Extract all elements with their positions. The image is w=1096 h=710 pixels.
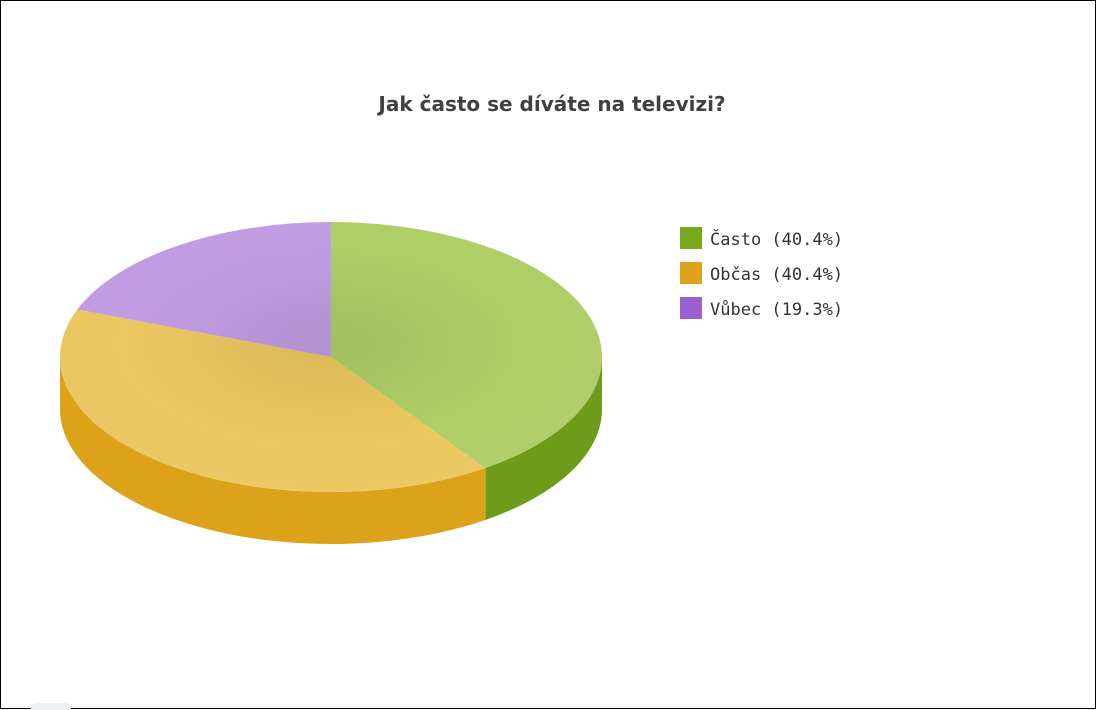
legend-label-občas: Občas (40.4%) bbox=[710, 265, 843, 285]
legend-swatch-občas bbox=[680, 262, 702, 284]
pie-sides bbox=[60, 357, 602, 545]
legend-swatch-často bbox=[680, 227, 702, 249]
pie-side-občas bbox=[60, 357, 486, 545]
legend-swatch-vůbec bbox=[680, 297, 702, 319]
pie-side-často bbox=[485, 357, 602, 520]
legend-label-vůbec: Vůbec (19.3%) bbox=[710, 299, 843, 320]
corner-logo bbox=[31, 703, 71, 710]
chart-title: Jak často se díváte na televizi? bbox=[376, 92, 725, 116]
chart-legend: Často (40.4%) Občas (40.4%) Vůbec (19.3%) bbox=[680, 227, 843, 320]
pie-shading bbox=[60, 222, 602, 492]
legend-label-často: Často (40.4%) bbox=[710, 228, 843, 250]
pie-top bbox=[60, 222, 602, 492]
